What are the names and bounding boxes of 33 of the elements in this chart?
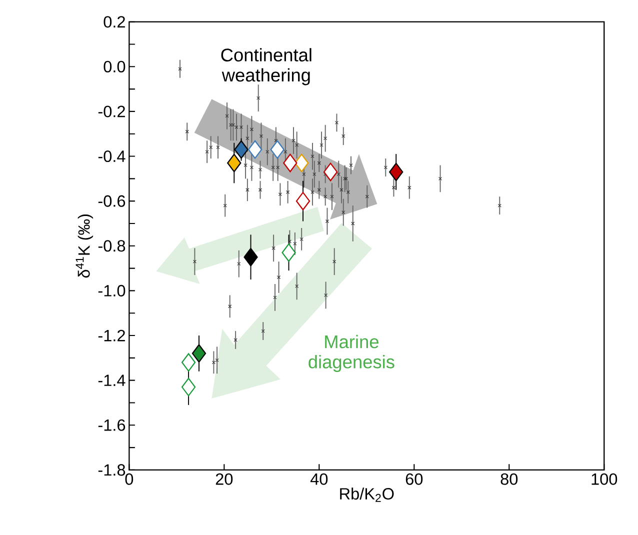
point: [227, 154, 242, 172]
point: [192, 344, 206, 363]
point: [248, 140, 262, 159]
y-tick-label: -1.8: [98, 464, 126, 476]
x-tick-label: 100: [592, 473, 618, 485]
point: [234, 140, 248, 159]
x-tick-label: 40: [310, 473, 328, 485]
point: [244, 248, 258, 266]
point: [296, 192, 310, 210]
y-tick-label: 0.2: [104, 16, 125, 28]
y-tick-label: 0.0: [104, 60, 126, 72]
y-tick-label: -1.4: [98, 374, 126, 386]
y-tick-label: -1.6: [98, 419, 126, 431]
point: [323, 162, 338, 182]
point: [389, 162, 404, 182]
x-tick-label: 20: [216, 473, 233, 485]
annotation: Continental weathering: [221, 48, 312, 86]
annotation: Marine diagenesis: [308, 334, 394, 372]
x-axis-title: Rb/K$_{2}$O: [340, 488, 394, 502]
y-tick-label: -0.4: [98, 150, 126, 162]
x-tick-label: 60: [406, 473, 423, 485]
point: [294, 154, 309, 172]
y-tick-label: -0.2: [98, 106, 125, 118]
x-tick-label: 80: [500, 473, 518, 485]
y-tick-label: -1.2: [98, 330, 125, 342]
point: [283, 154, 298, 172]
y-tick-label: -0.6: [98, 195, 126, 207]
x-tick-label: 0: [125, 473, 134, 485]
y-tick-label: -0.8: [98, 240, 126, 252]
point: [181, 353, 196, 372]
y-tick-label: -1.0: [98, 284, 126, 296]
y-axis-title: δ$^{41}$K (‰): [76, 214, 94, 278]
point: [181, 378, 196, 396]
